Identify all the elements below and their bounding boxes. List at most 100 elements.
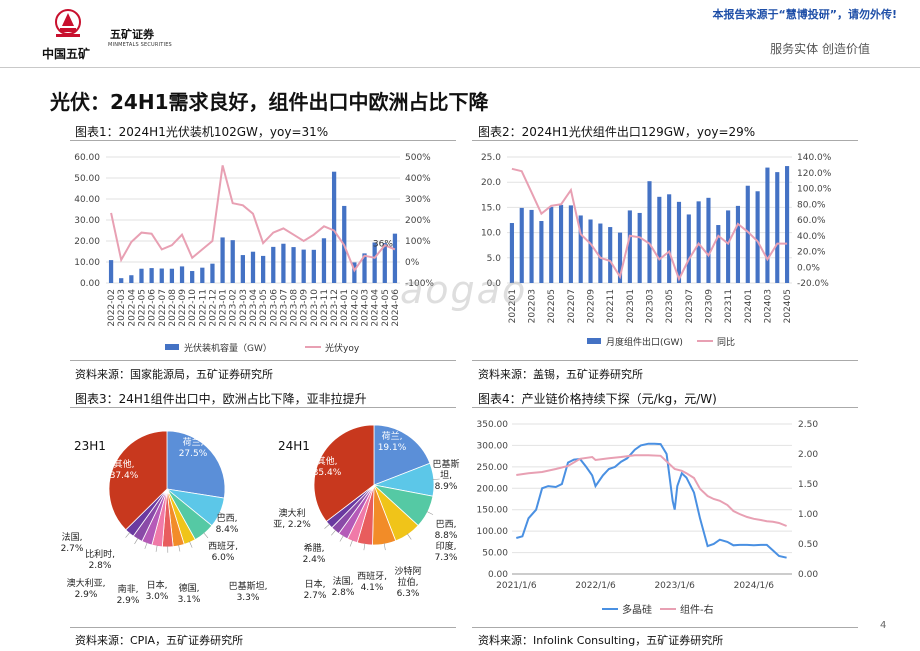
- x-tick-label: 202309: [704, 289, 714, 324]
- pie-label-23h1: 23H1: [74, 439, 106, 453]
- slide-title: 光伏：24H1需求良好，组件出口中欧洲占比下降: [50, 90, 489, 114]
- bar: [200, 267, 205, 283]
- legend-label: 组件-右: [680, 603, 714, 616]
- x-tick-label: 2022-06: [148, 289, 158, 327]
- bar: [331, 171, 337, 283]
- slice-label: 巴基斯坦, 3.3%: [229, 580, 268, 603]
- leader-line: [218, 511, 226, 516]
- pie-slice: [108, 430, 168, 531]
- chart1-bottom-rule: [70, 360, 456, 361]
- x-tick-label: 2023-12: [330, 289, 340, 327]
- bar: [321, 238, 327, 283]
- chart2-bottom-rule: [472, 360, 858, 361]
- chart3-bottom-rule: [70, 627, 456, 628]
- x-tick-label: 202301: [626, 289, 636, 323]
- y-tick-label-left: 0.00: [80, 279, 100, 289]
- slice-label: 希腊, 2.4%: [303, 542, 326, 565]
- x-tick-label: 2023-02: [229, 289, 239, 327]
- y-tick-label-right: 60.0%: [797, 216, 826, 226]
- x-tick-label: 2024-02: [350, 289, 360, 327]
- chart4-svg: 0.00 50.00 100.00 150.00 200.00 250.00 300.00 3…: [477, 420, 819, 616]
- leader-line: [324, 523, 331, 529]
- chart3-top-rule: [70, 407, 456, 408]
- series-line: [516, 442, 787, 559]
- y-tick-label-left: 5.0: [487, 254, 502, 264]
- x-tick-label: 202307: [685, 289, 695, 323]
- pie-slice: [313, 424, 375, 523]
- x-tick-label: 2023-04: [249, 289, 259, 327]
- y-tick-label-right: 0.00: [798, 570, 818, 580]
- slice-label: 法国, 2.8%: [332, 575, 355, 598]
- bar: [647, 181, 652, 283]
- slice-label: 澳大利亚, 2.9%: [67, 577, 106, 600]
- bar: [726, 210, 731, 283]
- bar: [627, 210, 632, 283]
- bar: [509, 223, 514, 283]
- header-rule: [0, 67, 920, 68]
- y-tick-label-right: -100%: [405, 279, 434, 289]
- y-tick-label-right: 100.0%: [797, 185, 832, 195]
- y-tick-label-right: 140.0%: [797, 153, 832, 163]
- series-line: [516, 454, 787, 527]
- x-tick-label: 2023-01: [219, 289, 229, 327]
- legend-swatch-bars: [587, 338, 601, 344]
- bar: [608, 227, 613, 283]
- chart1-top-rule: [70, 140, 456, 141]
- x-tick-label: 2022-04: [127, 289, 137, 327]
- slice-label: 澳大利亚, 2.2%: [273, 507, 311, 530]
- y-tick-label-left: 20.00: [74, 237, 100, 247]
- page-number: 4: [880, 620, 887, 631]
- bar: [108, 260, 114, 283]
- leader-line: [339, 535, 344, 542]
- bar: [706, 197, 711, 283]
- y-tick-label-left: 100.00: [477, 527, 509, 537]
- x-tick-label: 2023-03: [239, 289, 249, 327]
- bar: [549, 206, 554, 283]
- chart3-svg: 23H1 24H1 荷兰, 27.5% 巴西, 8.4% 西班牙, 6.0% 巴基斯坦, 3.3%…: [61, 424, 460, 606]
- bar: [667, 194, 672, 283]
- bar: [775, 172, 780, 283]
- motto-text: 服务实体 创造价值: [770, 42, 870, 56]
- slice-label: 巴西, 8.4%: [216, 513, 239, 535]
- x-tick-label: 202311: [724, 289, 734, 323]
- x-tick-label: 2024-06: [391, 289, 401, 327]
- y-tick-label-left: 0.00: [488, 570, 508, 580]
- x-tick-label: 2022-11: [198, 289, 208, 327]
- bar: [657, 196, 662, 283]
- y-tick-label-left: 350.00: [477, 420, 509, 430]
- y-tick-label-left: 15.0: [481, 203, 501, 213]
- x-tick-label: 2023-05: [259, 289, 269, 327]
- bar: [230, 240, 235, 283]
- chart3-source: 资料来源：CPIA，五矿证券研究所: [75, 634, 244, 647]
- leader-line: [331, 529, 337, 536]
- series-line: [511, 167, 788, 282]
- bar: [149, 268, 154, 283]
- x-tick-label: 2022-05: [137, 289, 147, 327]
- legend-swatch-bars: [165, 344, 179, 350]
- bar: [169, 268, 175, 283]
- bar: [281, 243, 286, 283]
- bar: [598, 223, 603, 283]
- bar: [261, 255, 266, 283]
- bar: [139, 268, 144, 283]
- y-tick-label-right: 2.00: [798, 450, 818, 460]
- x-tick-label: 2021/1/6: [496, 581, 537, 591]
- y-tick-label-right: 500%: [405, 153, 431, 163]
- broker-english-name: MINMETALS SECURITIES: [108, 42, 172, 48]
- y-tick-label-left: 250.00: [477, 463, 509, 473]
- x-tick-label: 2022-03: [117, 289, 127, 327]
- bar: [529, 209, 534, 283]
- x-tick-label: 2023/1/6: [654, 581, 695, 591]
- bar: [119, 278, 124, 283]
- y-tick-label-right: 0.50: [798, 540, 818, 550]
- bar: [271, 246, 276, 283]
- series-line: [110, 165, 396, 273]
- chart2-caption: 图表2：2024H1光伏组件出口129GW，yoy=29%: [478, 125, 756, 139]
- x-tick-label: 2024-01: [340, 289, 350, 327]
- bar: [568, 205, 573, 283]
- x-tick-label: 2024/1/6: [734, 581, 775, 591]
- y-tick-label-right: 0%: [405, 258, 420, 268]
- x-tick-label: 2022-08: [168, 289, 178, 327]
- chart4-bottom-rule: [472, 627, 858, 628]
- x-tick-label: 2024-04: [371, 289, 381, 327]
